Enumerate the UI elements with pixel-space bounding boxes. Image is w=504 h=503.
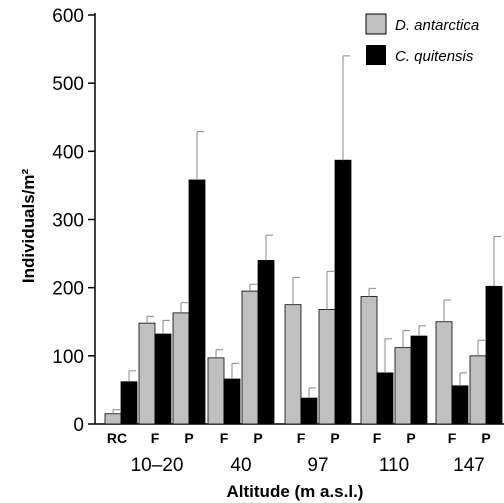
bar xyxy=(154,333,172,425)
category-label: P xyxy=(481,430,490,446)
category-label: F xyxy=(220,430,229,446)
x-axis-title: Altitude (m a.s.l.) xyxy=(227,482,364,501)
y-tick-label: 500 xyxy=(52,74,84,95)
bar xyxy=(485,285,503,425)
bar xyxy=(188,179,206,425)
bar xyxy=(223,378,241,425)
y-tick-label: 300 xyxy=(52,211,84,232)
category-label: P xyxy=(184,430,193,446)
bar xyxy=(104,413,122,425)
category-label: P xyxy=(330,430,339,446)
y-axis: 0 100 200 300 400 500 600 xyxy=(52,6,504,436)
bar xyxy=(469,355,487,425)
group-label: 40 xyxy=(230,455,251,476)
bar xyxy=(410,335,428,425)
bar xyxy=(435,321,453,425)
group-label: 97 xyxy=(307,455,328,476)
category-label: P xyxy=(253,430,262,446)
category-label: RC xyxy=(107,430,127,446)
group-label: 110 xyxy=(379,455,409,476)
bar xyxy=(207,357,225,425)
bar xyxy=(138,322,156,425)
bar xyxy=(360,296,378,425)
bar xyxy=(284,304,302,425)
bars xyxy=(104,55,503,425)
group-label: 147 xyxy=(453,455,485,476)
y-tick-label: 600 xyxy=(52,6,84,27)
y-tick-label: 0 xyxy=(73,415,84,436)
y-axis-title: Individuals/m² xyxy=(19,169,38,284)
bar xyxy=(172,312,190,425)
legend: D. antarctica C. quitensis xyxy=(365,13,479,65)
category-label: F xyxy=(151,430,160,446)
legend-swatch-c-quitensis xyxy=(366,45,386,65)
legend-label-d-antarctica: D. antarctica xyxy=(395,17,479,34)
category-label: F xyxy=(448,430,457,446)
category-label: P xyxy=(406,430,415,446)
bar xyxy=(120,381,138,425)
bar xyxy=(376,372,394,425)
legend-swatch-d-antarctica xyxy=(365,13,387,35)
category-label: F xyxy=(373,430,382,446)
category-label: F xyxy=(297,430,306,446)
bar xyxy=(451,385,469,425)
bar xyxy=(394,347,412,425)
bar xyxy=(300,397,318,425)
bar xyxy=(241,290,259,425)
y-tick-label: 400 xyxy=(52,142,84,163)
y-tick-label: 200 xyxy=(52,279,84,300)
bar xyxy=(257,259,275,425)
bar xyxy=(334,159,352,425)
bar xyxy=(318,309,336,425)
legend-label-c-quitensis: C. quitensis xyxy=(395,48,474,65)
y-tick-label: 100 xyxy=(52,347,84,368)
group-label: 10–20 xyxy=(131,455,184,476)
